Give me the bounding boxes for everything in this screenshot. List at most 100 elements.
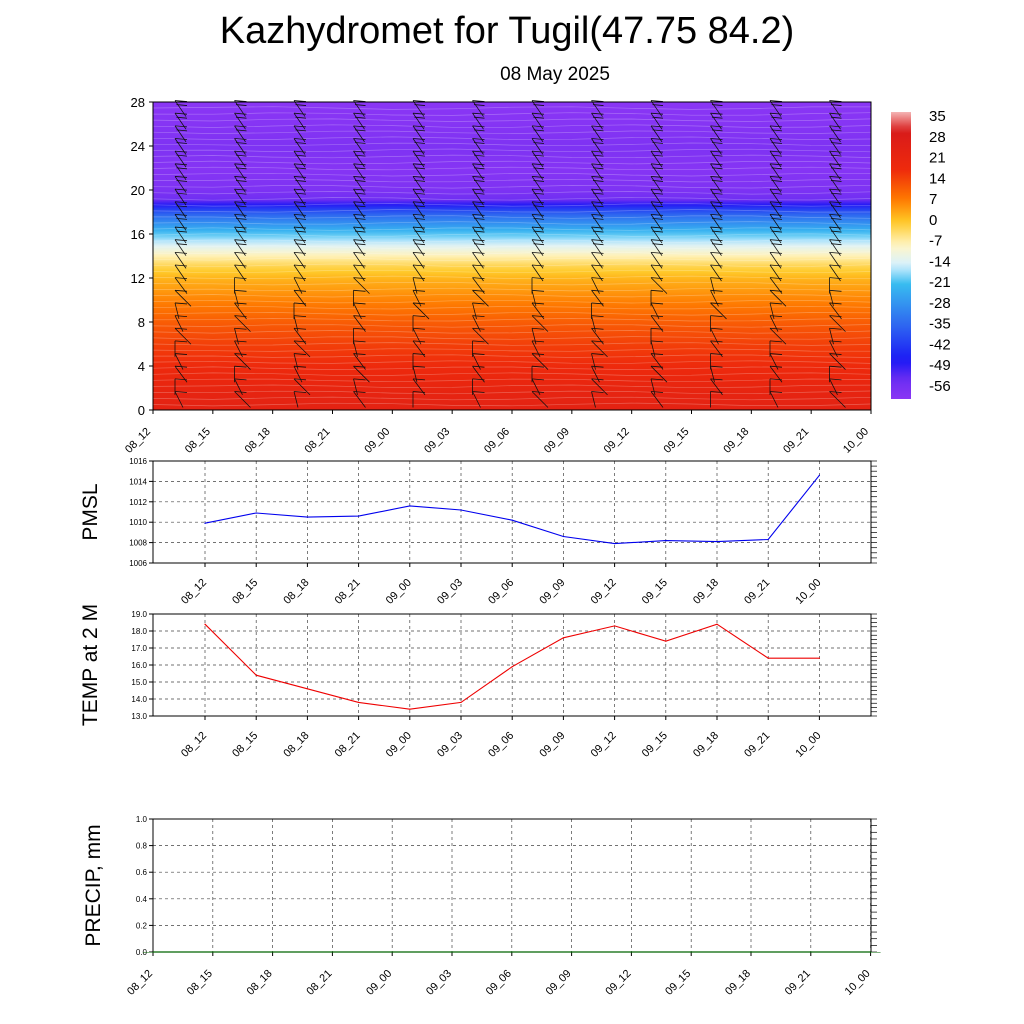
wind-barb-flag — [531, 226, 545, 229]
wind-barb-flag — [711, 116, 723, 119]
contour-line — [152, 148, 872, 153]
wind-barb-flag — [473, 104, 485, 106]
wind-barb-staff — [412, 150, 425, 168]
wind-barb-flag — [533, 205, 545, 208]
wind-barb-flag — [533, 230, 545, 233]
pmsl-point — [716, 540, 718, 543]
wind-barb-staff — [293, 340, 311, 358]
colorbar-label: -7 — [929, 233, 942, 250]
pmsl-point — [358, 515, 360, 517]
wind-barb-staff — [293, 188, 306, 206]
contour-line — [152, 402, 872, 407]
wind-barb-flag — [412, 112, 426, 115]
contour-line — [152, 281, 872, 286]
wind-barb-flag — [650, 264, 664, 267]
wind-barb-staff — [412, 226, 425, 244]
wind-barb-flag — [829, 150, 842, 153]
wind-barb-flag — [531, 289, 545, 292]
wind-barb-staff — [710, 125, 722, 143]
wind-barb-flag — [710, 201, 723, 204]
wind-barb-staff — [234, 163, 246, 181]
wind-barb-flag — [829, 201, 842, 204]
x-tick-label: 09_15 — [640, 577, 670, 607]
wind-barb-staff — [472, 264, 484, 282]
y-tick-label: 20 — [131, 183, 145, 198]
wind-barb-flag — [769, 112, 783, 115]
wind-barb-flag — [472, 112, 485, 115]
wind-barb-staff — [412, 176, 425, 193]
wind-barb-flag — [531, 264, 545, 267]
colorbar-label: -56 — [929, 378, 951, 395]
wind-barb-flag — [829, 214, 842, 216]
contour-line — [152, 390, 872, 395]
contour-line — [152, 378, 872, 383]
wind-barb-staff — [174, 391, 184, 408]
wind-barb-flag — [650, 340, 664, 343]
wind-barb-flag — [295, 129, 307, 132]
wind-barb-flag — [710, 340, 723, 343]
wind-barb-flag — [769, 315, 783, 317]
wind-barb-staff — [353, 226, 365, 244]
wind-barb-flag — [176, 116, 188, 119]
wind-barb-staff — [531, 302, 545, 320]
colorbar-label: -35 — [929, 316, 951, 333]
wind-barb-flag — [531, 239, 545, 242]
wind-barb-flag — [354, 116, 366, 119]
contour-line — [152, 124, 872, 128]
y-tick-label: 16 — [131, 227, 145, 242]
wind-barb-flag — [174, 125, 188, 128]
wind-barb-staff — [412, 214, 425, 231]
wind-barb-flag — [591, 163, 604, 166]
wind-barb-staff — [412, 366, 418, 383]
wind-barb-flag — [771, 154, 783, 157]
wind-barb-flag — [234, 100, 247, 102]
wind-barb-staff — [293, 226, 306, 244]
contour-line — [152, 227, 872, 231]
temp-point — [818, 657, 821, 659]
wind-barb-staff — [353, 100, 365, 117]
y-tick-label: 8 — [138, 315, 145, 330]
wind-barb-flag — [592, 243, 604, 246]
wind-barb-staff — [650, 163, 663, 181]
wind-barb-staff — [531, 112, 544, 130]
wind-barb-flag — [710, 188, 723, 191]
contour-line — [152, 396, 872, 401]
wind-barb-staff — [174, 188, 187, 206]
wind-barb-flag — [412, 138, 426, 140]
wind-barb-flag — [295, 116, 307, 119]
contour-line — [152, 348, 872, 352]
wind-barb-staff — [769, 365, 783, 383]
wind-barb-staff — [710, 150, 722, 168]
wind-barb-staff — [829, 290, 834, 307]
wind-barb-flag — [531, 365, 545, 368]
wind-barb-flag — [650, 176, 664, 178]
wind-barb-flag — [650, 277, 664, 280]
contour-line — [152, 239, 872, 243]
contour-line — [152, 305, 872, 310]
wind-barb-staff — [650, 176, 663, 193]
wind-barb-staff — [412, 302, 430, 320]
wind-barb-flag — [650, 353, 664, 355]
wind-barb-staff — [591, 201, 603, 218]
wind-barb-staff — [234, 378, 243, 396]
temp-point — [511, 666, 513, 668]
wind-barb-flag — [829, 239, 842, 242]
x-tick-label: 09_06 — [482, 426, 512, 456]
wind-barb-flag — [234, 188, 247, 191]
wind-barb-staff — [531, 100, 544, 117]
wind-barb-staff — [591, 226, 603, 244]
x-tick-label: 08_21 — [333, 730, 363, 760]
wind-barb-flag — [533, 192, 545, 195]
wind-barb-staff — [234, 290, 239, 307]
wind-barb-flag — [769, 176, 783, 178]
wind-barb-staff — [293, 138, 306, 155]
y-tick-label: 1012 — [129, 498, 147, 507]
wind-barb-flag — [234, 391, 247, 393]
wind-barb-flag — [829, 340, 842, 343]
wind-barb-staff — [353, 365, 370, 383]
wind-barb-staff — [769, 315, 779, 332]
wind-barb-staff — [353, 112, 365, 130]
wind-barb-staff — [591, 176, 603, 193]
wind-barb-flag — [472, 214, 485, 216]
